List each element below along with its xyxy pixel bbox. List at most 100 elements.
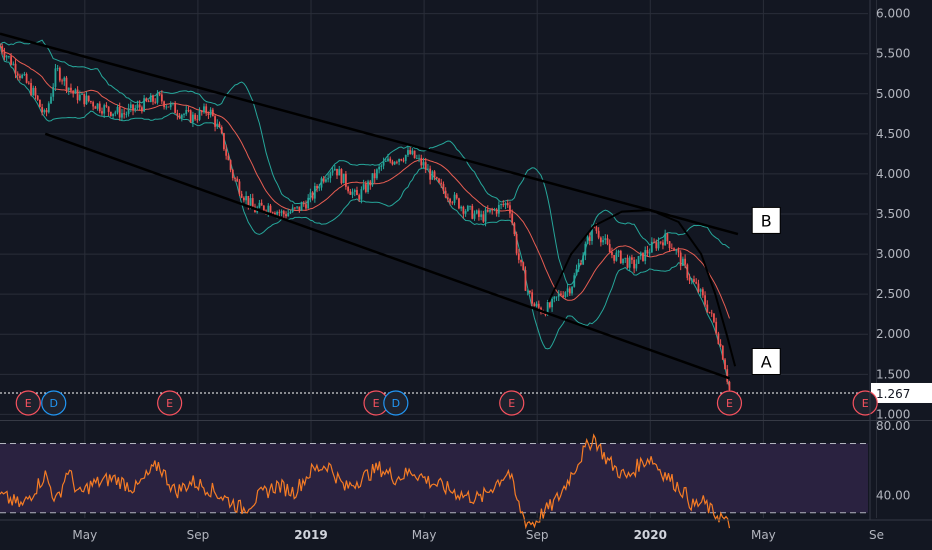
candle-body <box>584 243 587 256</box>
candle-body <box>41 107 44 113</box>
event-label: E <box>373 397 380 410</box>
candle-body <box>74 89 77 94</box>
candle-body <box>90 101 92 103</box>
candle-body <box>58 68 61 81</box>
y-tick-label: 3.500 <box>876 207 910 221</box>
candle-body <box>402 160 405 162</box>
candle-body <box>473 213 476 219</box>
earnings-event-marker[interactable]: E <box>852 390 878 416</box>
x-tick-label: May <box>412 528 437 542</box>
earnings-event-marker[interactable]: E <box>499 390 525 416</box>
candle-body <box>338 169 341 176</box>
candle-body <box>160 94 163 102</box>
arc-drawing <box>547 208 737 367</box>
candle-body <box>529 290 531 293</box>
x-tick-label: 2020 <box>634 528 667 542</box>
candle-body <box>336 168 338 176</box>
candle-body <box>223 133 225 150</box>
candle-body <box>606 238 609 245</box>
candle-body <box>597 230 600 238</box>
candle-body <box>726 369 729 382</box>
candle-body <box>420 157 423 166</box>
candle-body <box>0 45 1 47</box>
candle-body <box>19 75 21 78</box>
candle-body <box>227 155 230 161</box>
candle-body <box>673 248 675 251</box>
candle-body <box>280 211 283 213</box>
candle-body <box>728 381 731 391</box>
candle-body <box>36 95 39 100</box>
candle-body <box>118 106 121 118</box>
candle-body <box>708 311 711 313</box>
candle-body <box>3 52 6 58</box>
earnings-event-marker[interactable]: E <box>157 390 183 416</box>
candle-body <box>546 302 549 316</box>
x-tick-label: May <box>72 528 97 542</box>
candle-body <box>87 95 90 102</box>
candle-body <box>5 56 8 58</box>
candle-body <box>136 104 139 108</box>
candle-body <box>309 192 312 198</box>
candle-body <box>72 90 75 94</box>
candle-body <box>502 203 505 206</box>
candle-body <box>504 203 507 206</box>
candle-body <box>637 256 640 264</box>
candle-body <box>172 103 174 104</box>
event-label: E <box>862 397 869 410</box>
candle-body <box>713 313 715 322</box>
candle-body <box>695 281 698 284</box>
candle-body <box>404 154 407 161</box>
candle-body <box>599 237 602 243</box>
candle-body <box>384 161 387 162</box>
rsi-band-fill <box>0 443 868 513</box>
annotation-box <box>751 206 781 234</box>
candle-body <box>125 113 128 115</box>
candle-body <box>134 107 137 111</box>
candle-body <box>497 205 500 214</box>
candle-body <box>648 252 651 254</box>
candle-body <box>214 116 216 127</box>
dividend-event-marker[interactable]: D <box>41 390 67 416</box>
candle-body <box>260 202 263 206</box>
candle-body <box>271 212 274 214</box>
candle-body <box>435 177 438 179</box>
candle-body <box>433 171 436 178</box>
rsi-pane[interactable] <box>0 433 868 530</box>
candle-body <box>149 95 152 103</box>
candle-body <box>675 250 678 251</box>
candle-body <box>513 223 516 234</box>
candle-body <box>710 312 713 314</box>
candle-body <box>411 150 414 155</box>
earnings-event-marker[interactable]: E <box>15 390 41 416</box>
candle-body <box>471 205 474 219</box>
dividend-event-marker[interactable]: D <box>383 390 409 416</box>
y-tick-label: 5.000 <box>876 87 910 101</box>
candle-body <box>63 77 66 82</box>
candle-body <box>653 241 655 243</box>
candle-body <box>249 198 252 206</box>
candle-body <box>427 168 429 170</box>
earnings-event-marker[interactable]: E <box>716 390 743 416</box>
candle-body <box>626 257 629 268</box>
candle-body <box>642 252 644 261</box>
candle-body <box>631 257 633 260</box>
candle-body <box>101 111 103 114</box>
candle-body <box>262 205 265 211</box>
candle-body <box>715 321 718 334</box>
candle-body <box>236 178 239 182</box>
candle-body <box>98 103 101 112</box>
candle-body <box>340 169 343 184</box>
candle-body <box>344 173 347 187</box>
candle-body <box>460 206 463 209</box>
candle-body <box>189 110 192 123</box>
candle-body <box>274 212 276 215</box>
candle-body <box>462 206 465 214</box>
candle-body <box>327 178 330 180</box>
candle-body <box>145 98 148 102</box>
candle-body <box>76 89 79 101</box>
candle-body <box>480 214 483 217</box>
candle-body <box>721 345 724 360</box>
candle-body <box>493 209 496 211</box>
candle-body <box>331 170 334 173</box>
